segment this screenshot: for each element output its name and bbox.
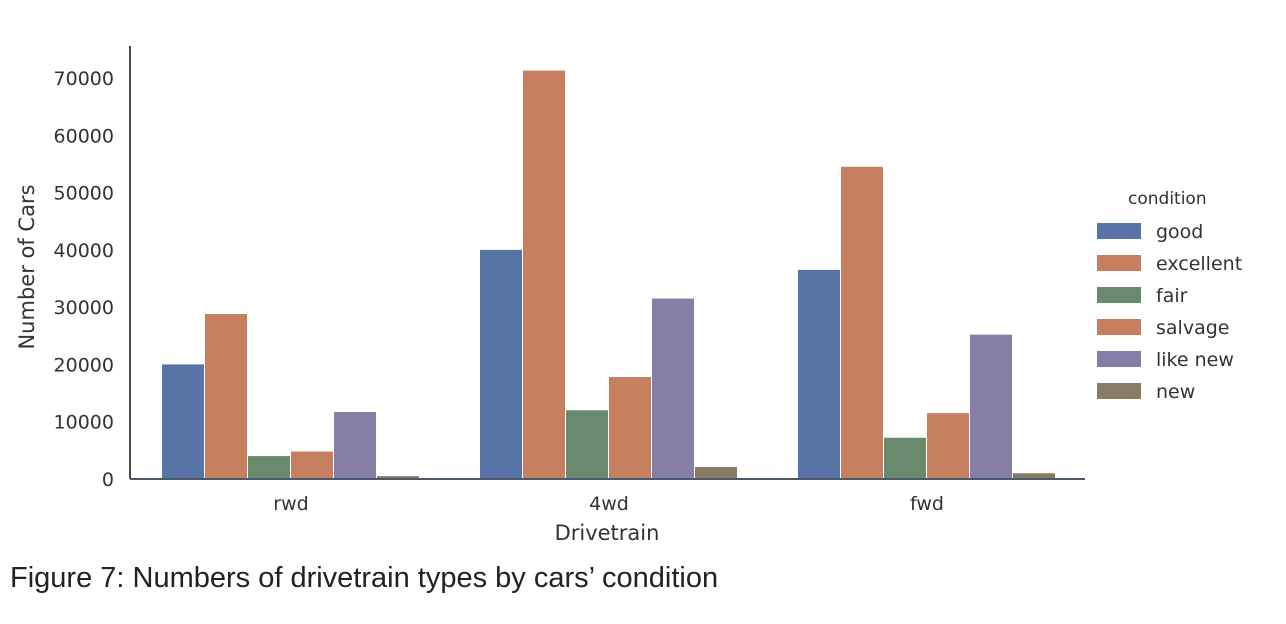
bar-rwd-good — [162, 364, 204, 479]
y-tick-label: 20000 — [54, 354, 114, 376]
bar-4wd-new — [695, 466, 737, 479]
x-tick-label: 4wd — [589, 493, 629, 515]
figure-caption: Figure 7: Numbers of drivetrain types by… — [10, 562, 719, 594]
legend-label-excellent: excellent — [1156, 253, 1242, 275]
bar-fwd-excellent — [841, 166, 883, 480]
legend-label-good: good — [1156, 221, 1203, 243]
legend-label-salvage: salvage — [1156, 317, 1229, 339]
bar-fwd-like-new — [970, 334, 1012, 479]
bar-4wd-like-new — [652, 298, 694, 479]
y-tick-label: 0 — [102, 469, 114, 491]
y-tick-label: 60000 — [54, 125, 114, 147]
y-axis-title: Number of Cars — [15, 184, 39, 349]
x-tick-label: fwd — [910, 493, 944, 515]
legend-swatch-fair — [1097, 287, 1141, 303]
y-tick-label: 50000 — [54, 183, 114, 205]
legend-label-like-new: like new — [1156, 349, 1234, 371]
x-axis-ticks: rwd 4wd fwd — [273, 493, 944, 515]
y-tick-label: 30000 — [54, 297, 114, 319]
legend-title: condition — [1128, 189, 1207, 209]
y-tick-label: 70000 — [54, 68, 114, 90]
legend-swatch-like-new — [1097, 351, 1141, 367]
bar-rwd-salvage — [291, 451, 333, 479]
bar-fwd-good — [798, 269, 840, 479]
legend-swatch-excellent — [1097, 255, 1141, 271]
legend-swatch-new — [1097, 383, 1141, 399]
legend-label-new: new — [1156, 381, 1195, 403]
bar-4wd-good — [480, 249, 522, 479]
x-axis-title: Drivetrain — [555, 521, 660, 545]
y-tick-label: 10000 — [54, 412, 114, 434]
bar-rwd-new — [377, 476, 419, 479]
bar-4wd-salvage — [609, 377, 651, 479]
bar-4wd-fair — [566, 410, 608, 479]
legend-swatch-salvage — [1097, 319, 1141, 335]
legend-swatch-good — [1097, 223, 1141, 239]
bar-chart: 0 10000 20000 30000 40000 50000 60000 70000 rwd… — [15, 46, 1242, 545]
bar-fwd-salvage — [927, 413, 969, 479]
legend-label-fair: fair — [1156, 285, 1188, 307]
x-tick-label: rwd — [273, 493, 308, 515]
bar-rwd-like-new — [334, 411, 376, 479]
bar-fwd-new — [1013, 473, 1055, 479]
y-tick-label: 40000 — [54, 240, 114, 262]
bar-4wd-excellent — [523, 70, 565, 479]
bar-rwd-excellent — [205, 314, 247, 479]
bars — [162, 70, 1055, 480]
bar-rwd-fair — [248, 456, 290, 479]
y-axis-ticks: 0 10000 20000 30000 40000 50000 60000 70000 — [54, 68, 114, 491]
bar-fwd-fair — [884, 437, 926, 479]
legend: condition good excellent fair salvage like n… — [1097, 189, 1242, 403]
